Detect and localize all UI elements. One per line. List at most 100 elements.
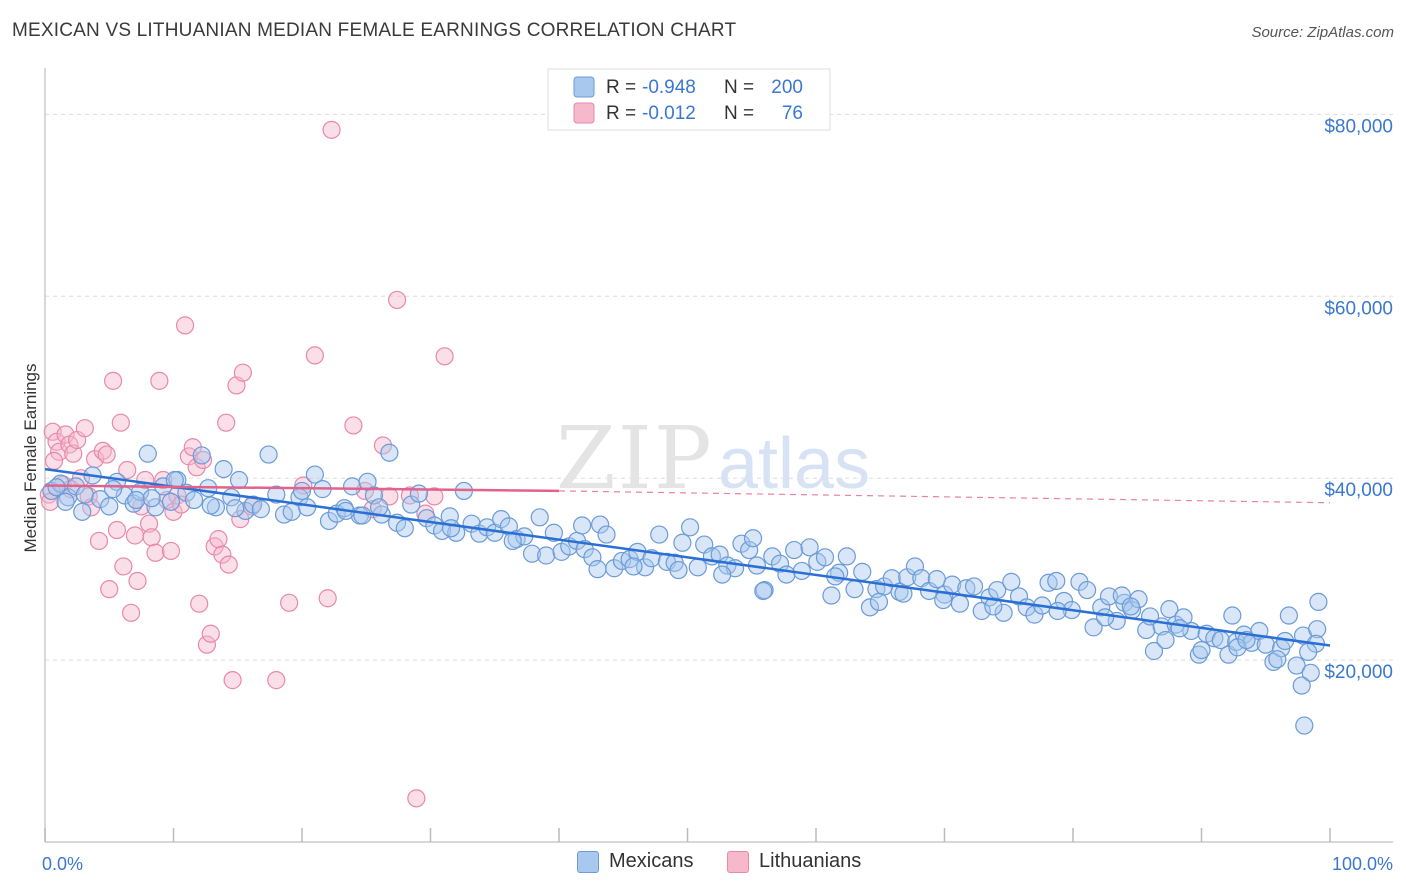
mexican-point <box>882 569 901 588</box>
mexican-point <box>267 485 286 504</box>
lithuanian-point <box>187 458 206 477</box>
mexican-point <box>984 597 1003 616</box>
mexican-point <box>522 544 542 563</box>
mexican-point <box>650 525 669 544</box>
y-tick-label: $20,000 <box>1324 662 1393 683</box>
lithuanian-point <box>150 371 169 390</box>
mexican-point <box>1084 618 1103 637</box>
lithuanian-point <box>209 530 228 549</box>
mexican-point <box>597 525 616 544</box>
lithuanian-point <box>201 624 220 643</box>
mexican-point <box>1121 597 1140 616</box>
mexican-point <box>1279 606 1298 625</box>
mexican-point <box>192 446 211 465</box>
mexican-point <box>591 515 610 534</box>
mexican-point <box>184 490 204 510</box>
mexican-point <box>47 478 66 497</box>
mexican-point <box>1156 630 1175 650</box>
legend-r-label: R = <box>606 103 636 124</box>
legend-r-value: -0.012 <box>642 103 696 124</box>
grid-lines <box>45 113 1393 661</box>
lithuanian-point <box>114 557 133 576</box>
y-tick-label: $80,000 <box>1324 116 1393 137</box>
mexican-point <box>395 519 414 538</box>
trend-lines <box>44 467 1331 647</box>
mexican-point <box>251 500 270 519</box>
mexican-point <box>1299 642 1318 662</box>
mexican-point <box>1287 656 1306 675</box>
lithuanian-point <box>318 589 337 608</box>
mexican-point <box>853 562 872 581</box>
mexican-point <box>214 459 233 479</box>
lithuanian-point <box>161 541 181 561</box>
mexican-point <box>1309 592 1328 611</box>
mexican-point <box>763 547 782 566</box>
legend-bottom: Mexicans Lithuanians <box>0 850 1406 880</box>
legend-item-mexicans: Mexicans <box>577 850 693 873</box>
mexican-point <box>927 570 946 589</box>
lithuanian-point <box>125 526 145 545</box>
mexican-point <box>573 516 592 535</box>
mexican-point <box>740 540 759 560</box>
mexican-point <box>1144 641 1164 661</box>
lithuanian-point <box>387 290 407 310</box>
mexican-point <box>1292 676 1311 695</box>
mexican-point <box>1192 640 1211 660</box>
mexican-point <box>624 557 643 576</box>
mexican-point <box>259 445 278 464</box>
mexican-point <box>292 481 312 501</box>
mexican-point <box>492 510 511 529</box>
mexican-point <box>754 581 773 601</box>
legend-label-mexicans: Mexicans <box>609 850 694 872</box>
mexican-point <box>743 529 763 548</box>
mexican-point <box>680 518 700 537</box>
legend-n-label: N = <box>724 103 754 124</box>
mexican-point <box>972 601 991 621</box>
legend-n-value: 76 <box>782 103 803 124</box>
mexican-point <box>226 499 245 518</box>
mexican-point <box>161 492 181 511</box>
mexican-point <box>104 480 123 499</box>
mexican-point <box>75 485 94 504</box>
mexican-point <box>669 560 688 580</box>
mexican-point <box>800 538 819 557</box>
lithuanian-point <box>107 520 127 540</box>
y-axis-label: Median Female Earnings <box>21 364 40 553</box>
lithuanian-point <box>75 419 94 438</box>
mexican-point <box>815 548 835 567</box>
watermark: ZIP atlas <box>556 409 870 509</box>
mexican-point <box>673 533 692 552</box>
lithuanian-point <box>373 436 393 455</box>
lithuanian-point <box>197 635 217 654</box>
legend-label-lithuanians: Lithuanians <box>759 850 862 872</box>
mexican-point <box>380 443 399 462</box>
lithuanian-point <box>64 444 83 463</box>
mexican-point <box>869 592 889 611</box>
mexican-point <box>100 497 119 516</box>
mexicans-trend-line <box>44 467 1331 647</box>
y-tick-label: $40,000 <box>1324 480 1393 501</box>
lithuanian-point <box>50 442 69 461</box>
mexican-point <box>353 506 372 525</box>
mexican-point <box>1078 580 1097 600</box>
mexican-point <box>530 508 549 527</box>
lithuanians-trend-line <box>44 484 560 493</box>
mexican-point <box>1170 619 1189 638</box>
lithuanian-point <box>146 543 165 562</box>
lithuanian-point <box>190 594 209 613</box>
source-label: Source: ZipAtlas.com <box>1251 24 1394 41</box>
lithuanian-point <box>213 545 232 564</box>
mexican-point <box>1002 572 1021 591</box>
mexican-point <box>142 489 161 508</box>
lithuanian-point <box>344 416 363 435</box>
mexican-point <box>1268 650 1287 669</box>
mexican-point <box>1096 608 1115 627</box>
mexican-point <box>950 594 970 613</box>
lithuanian-point <box>44 451 64 471</box>
mexican-point <box>1308 620 1327 639</box>
lithuanians-trend-extension <box>558 490 1331 504</box>
lithuanian-point <box>305 346 324 365</box>
mexican-point <box>1048 601 1067 621</box>
lithuanian-point <box>400 486 420 505</box>
mexican-point <box>138 444 157 463</box>
